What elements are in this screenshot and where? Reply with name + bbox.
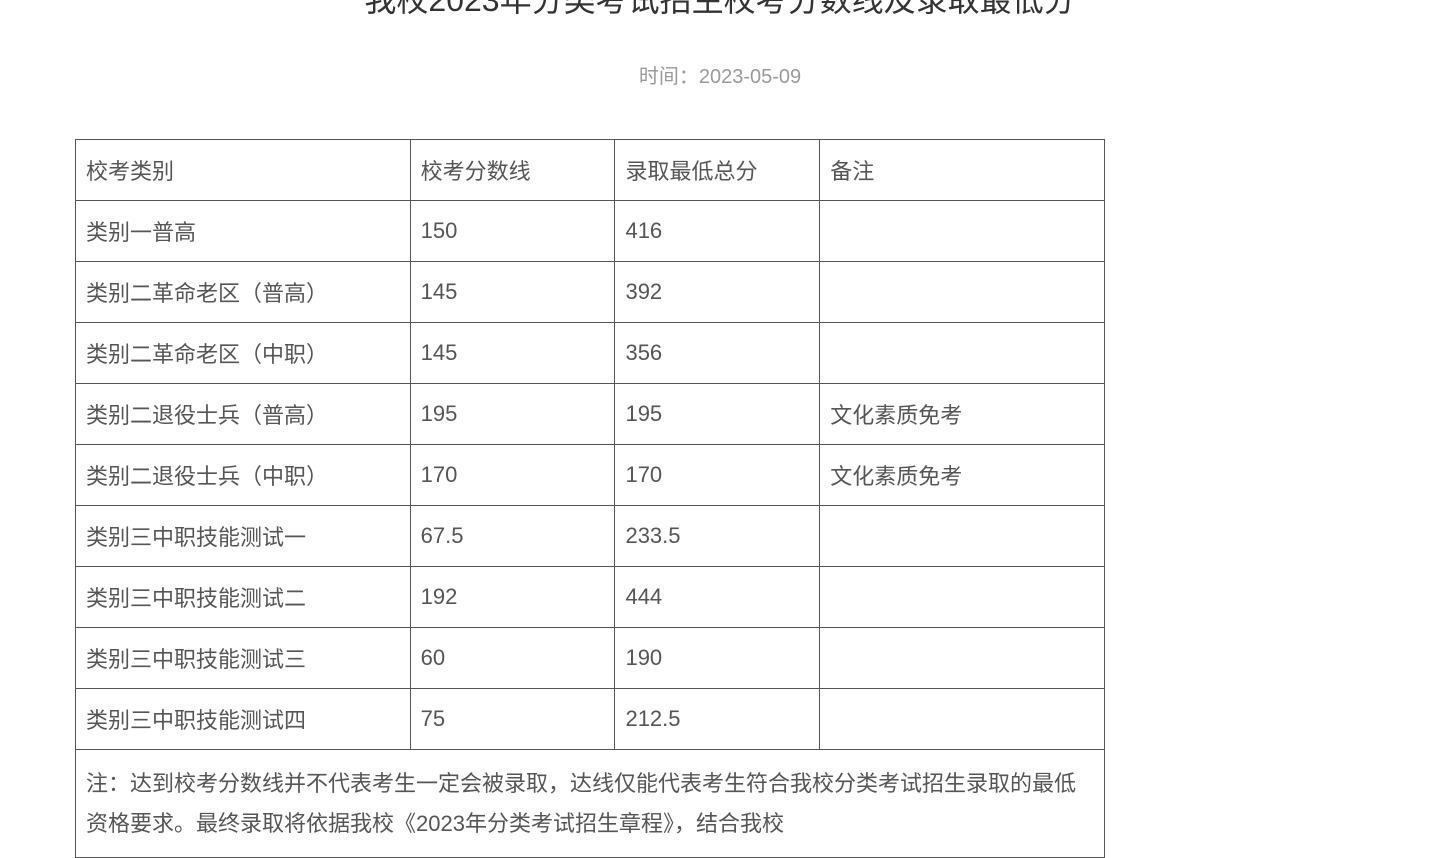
cell-remark <box>820 689 1105 750</box>
cell-remark <box>820 323 1105 384</box>
table-row: 类别三中职技能测试四 75 212.5 <box>76 689 1105 750</box>
cell-min-total: 444 <box>615 567 820 628</box>
cell-score-line: 192 <box>410 567 615 628</box>
header-cell-category: 校考类别 <box>76 140 411 201</box>
cell-remark <box>820 506 1105 567</box>
header-cell-score-line: 校考分数线 <box>410 140 615 201</box>
cell-remark <box>820 628 1105 689</box>
cell-score-line: 170 <box>410 445 615 506</box>
cell-category: 类别三中职技能测试三 <box>76 628 411 689</box>
table-row: 类别二退役士兵（普高） 195 195 文化素质免考 <box>76 384 1105 445</box>
table-header-row: 校考类别 校考分数线 录取最低总分 备注 <box>76 140 1105 201</box>
table-row: 类别二革命老区（普高） 145 392 <box>76 262 1105 323</box>
cell-score-line: 60 <box>410 628 615 689</box>
cell-min-total: 233.5 <box>615 506 820 567</box>
cell-min-total: 212.5 <box>615 689 820 750</box>
cell-category: 类别二退役士兵（中职） <box>76 445 411 506</box>
cell-score-line: 75 <box>410 689 615 750</box>
cell-category: 类别三中职技能测试四 <box>76 689 411 750</box>
timestamp-label: 时间： <box>639 66 699 88</box>
cell-min-total: 416 <box>615 201 820 262</box>
table-row: 类别三中职技能测试二 192 444 <box>76 567 1105 628</box>
table-row: 类别二革命老区（中职） 145 356 <box>76 323 1105 384</box>
table-row: 类别三中职技能测试三 60 190 <box>76 628 1105 689</box>
cell-category: 类别二革命老区（中职） <box>76 323 411 384</box>
table-note-row: 注：达到校考分数线并不代表考生一定会被录取，达线仅能代表考生符合我校分类考试招生… <box>76 750 1105 858</box>
cell-score-line: 145 <box>410 323 615 384</box>
cell-category: 类别二革命老区（普高） <box>76 262 411 323</box>
cell-category: 类别三中职技能测试一 <box>76 506 411 567</box>
cell-remark <box>820 201 1105 262</box>
page-title: 我校2023年分类考试招生校考分数线及录取最低分 <box>0 0 1440 20</box>
cell-min-total: 356 <box>615 323 820 384</box>
cell-score-line: 145 <box>410 262 615 323</box>
cell-score-line: 67.5 <box>410 506 615 567</box>
table-row: 类别三中职技能测试一 67.5 233.5 <box>76 506 1105 567</box>
cell-remark <box>820 262 1105 323</box>
cell-min-total: 190 <box>615 628 820 689</box>
cell-min-total: 170 <box>615 445 820 506</box>
cell-remark <box>820 567 1105 628</box>
table-note: 注：达到校考分数线并不代表考生一定会被录取，达线仅能代表考生符合我校分类考试招生… <box>76 750 1105 858</box>
header-cell-remark: 备注 <box>820 140 1105 201</box>
table-wrapper: 校考类别 校考分数线 录取最低总分 备注 类别一普高 150 416 类别二革命… <box>0 139 1440 858</box>
cell-category: 类别一普高 <box>76 201 411 262</box>
cell-score-line: 150 <box>410 201 615 262</box>
cell-score-line: 195 <box>410 384 615 445</box>
table-row: 类别一普高 150 416 <box>76 201 1105 262</box>
cell-min-total: 195 <box>615 384 820 445</box>
cell-category: 类别二退役士兵（普高） <box>76 384 411 445</box>
timestamp: 时间：2023-05-09 <box>0 60 1440 89</box>
timestamp-value: 2023-05-09 <box>699 66 801 88</box>
header-cell-min-total: 录取最低总分 <box>615 140 820 201</box>
table-row: 类别二退役士兵（中职） 170 170 文化素质免考 <box>76 445 1105 506</box>
cell-remark: 文化素质免考 <box>820 445 1105 506</box>
score-table: 校考类别 校考分数线 录取最低总分 备注 类别一普高 150 416 类别二革命… <box>75 139 1105 858</box>
cell-remark: 文化素质免考 <box>820 384 1105 445</box>
cell-category: 类别三中职技能测试二 <box>76 567 411 628</box>
cell-min-total: 392 <box>615 262 820 323</box>
